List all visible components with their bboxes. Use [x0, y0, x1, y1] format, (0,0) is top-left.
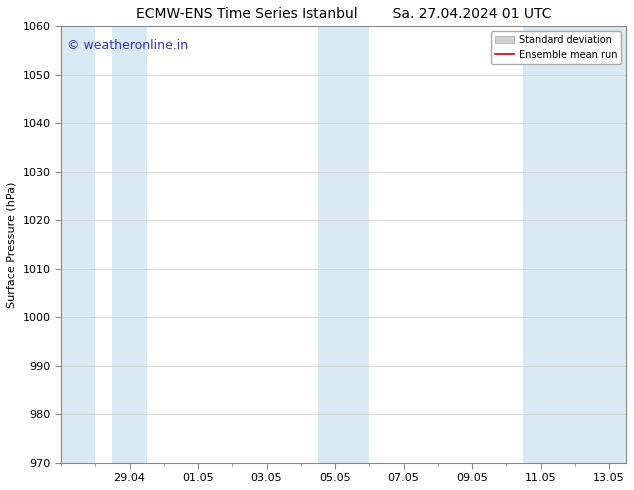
Bar — [524, 26, 626, 463]
Title: ECMW-ENS Time Series Istanbul        Sa. 27.04.2024 01 UTC: ECMW-ENS Time Series Istanbul Sa. 27.04.… — [136, 7, 552, 21]
Bar — [112, 26, 146, 463]
Bar — [335, 26, 369, 463]
Text: © weatheronline.in: © weatheronline.in — [67, 39, 188, 52]
Legend: Standard deviation, Ensemble mean run: Standard deviation, Ensemble mean run — [491, 31, 621, 64]
Y-axis label: Surface Pressure (hPa): Surface Pressure (hPa) — [7, 181, 17, 308]
Bar — [318, 26, 335, 463]
Bar — [61, 26, 95, 463]
